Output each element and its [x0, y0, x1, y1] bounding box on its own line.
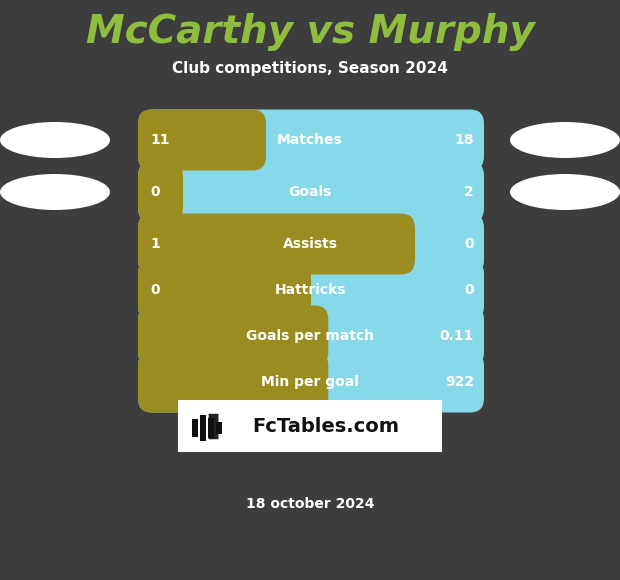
Text: McCarthy vs Murphy: McCarthy vs Murphy: [86, 13, 534, 51]
Text: 18: 18: [454, 133, 474, 147]
Text: Hattricks: Hattricks: [274, 283, 346, 297]
Bar: [200, 415, 206, 441]
Bar: [178, 400, 442, 452]
FancyBboxPatch shape: [138, 213, 415, 274]
Text: 922: 922: [445, 375, 474, 389]
Text: 0.11: 0.11: [440, 329, 474, 343]
Text: 0: 0: [464, 283, 474, 297]
Bar: [192, 419, 198, 437]
Text: Min per goal: Min per goal: [261, 375, 359, 389]
FancyBboxPatch shape: [138, 110, 484, 171]
Text: 2: 2: [464, 185, 474, 199]
FancyBboxPatch shape: [138, 351, 484, 412]
Text: ▐: ▐: [198, 414, 218, 438]
Text: 0: 0: [150, 283, 159, 297]
Text: Goals per match: Goals per match: [246, 329, 374, 343]
FancyBboxPatch shape: [138, 110, 266, 171]
Bar: [252, 124, 266, 157]
FancyBboxPatch shape: [138, 306, 484, 367]
Bar: [297, 274, 311, 306]
Bar: [208, 418, 214, 438]
Text: Club competitions, Season 2024: Club competitions, Season 2024: [172, 60, 448, 75]
FancyBboxPatch shape: [138, 259, 484, 321]
Text: 11: 11: [150, 133, 169, 147]
Text: FcTables.com: FcTables.com: [252, 416, 399, 436]
Text: 18 october 2024: 18 october 2024: [246, 497, 374, 511]
Ellipse shape: [0, 122, 110, 158]
FancyBboxPatch shape: [138, 161, 183, 223]
FancyBboxPatch shape: [138, 213, 484, 274]
Text: Matches: Matches: [277, 133, 343, 147]
FancyBboxPatch shape: [138, 351, 329, 412]
Bar: [401, 227, 415, 260]
Text: 0: 0: [150, 185, 159, 199]
Text: Goals: Goals: [288, 185, 332, 199]
FancyBboxPatch shape: [138, 161, 484, 223]
Ellipse shape: [0, 174, 110, 210]
Ellipse shape: [510, 122, 620, 158]
Bar: [216, 422, 222, 434]
Bar: [314, 320, 329, 353]
Text: Assists: Assists: [283, 237, 337, 251]
FancyBboxPatch shape: [138, 259, 311, 321]
Bar: [314, 365, 329, 398]
Text: 1: 1: [150, 237, 160, 251]
Ellipse shape: [510, 174, 620, 210]
FancyBboxPatch shape: [138, 306, 329, 367]
Bar: [169, 176, 183, 208]
Text: 0: 0: [464, 237, 474, 251]
